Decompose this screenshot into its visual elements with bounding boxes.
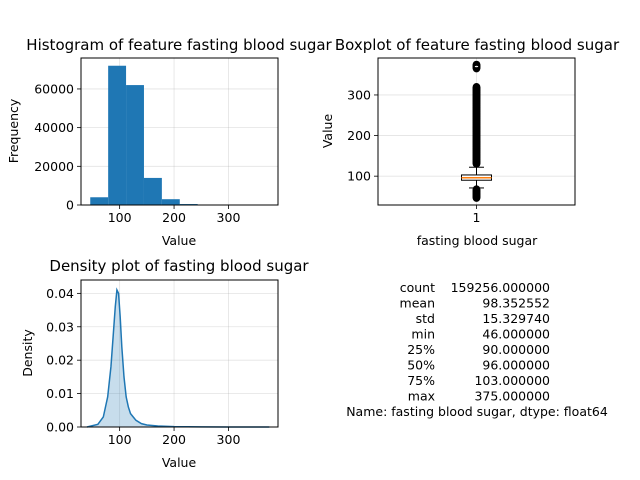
histogram-y-ticks: 0 20000 40000 60000 [34,81,81,213]
stats-row-key: mean [400,296,435,311]
histogram-x-tick-label: 300 [217,210,241,225]
stats-row-value: 375.000000 [474,389,550,404]
histogram-bar [108,65,127,205]
stats-row-key: 50% [407,358,435,373]
boxplot-y-label: Value [320,114,335,149]
density-curve [86,287,270,428]
histogram-title: Histogram of feature fasting blood sugar [26,36,332,54]
histogram-bar [126,85,144,205]
histogram-bar [161,199,180,205]
histogram-x-label: Value [162,233,197,248]
stats-row-key: 75% [407,373,435,388]
density-frame [80,279,279,428]
stats-row-value: 98.352552 [482,296,550,311]
histogram-bar [90,197,109,205]
histogram-y-tick-label: 40000 [34,120,74,135]
boxplot-y-tick-label: 200 [347,128,371,143]
histogram-y-tick-label: 0 [66,198,74,213]
density-y-ticks: 0.00 0.01 0.02 0.03 0.04 [46,286,81,435]
density-x-tick-label: 200 [162,432,186,447]
density-x-tick-label: 300 [217,432,241,447]
density-area-fill [86,290,270,427]
stats-row-value: 96.000000 [482,358,550,373]
histogram-y-tick-label: 60000 [34,81,74,96]
histogram-bars [90,65,270,205]
density-panel: Density plot of fasting blood sugar 100 2… [20,257,309,470]
boxplot-outlier-high [472,60,481,69]
histogram-y-tick-label: 20000 [34,159,74,174]
stats-row-value: 159256.000000 [451,280,550,295]
boxplot-x-label: fasting blood sugar [417,233,538,248]
density-y-tick-label: 0.03 [46,319,74,334]
boxplot-x-tick-label: 1 [473,210,481,225]
stats-row-value: 103.000000 [474,373,550,388]
histogram-bar [143,177,162,205]
boxplot-panel: Boxplot of feature fasting blood sugar 1… [320,36,620,248]
density-y-label: Density [20,329,35,377]
stats-row-value: 90.000000 [482,342,550,357]
histogram-x-tick-label: 100 [108,210,132,225]
histogram-x-tick-label: 200 [162,210,186,225]
boxplot-y-tick-label: 300 [347,87,371,102]
density-y-tick-label: 0.00 [46,420,74,435]
boxplot-y-ticks: 100 200 300 [347,87,378,184]
boxplot-x-ticks: 1 [473,205,481,225]
boxplot-box [461,60,492,202]
boxplot-y-tick-label: 100 [347,169,371,184]
density-y-tick-label: 0.01 [46,386,74,401]
density-title: Density plot of fasting blood sugar [49,257,309,275]
density-x-ticks: 100 200 300 [108,427,241,447]
stats-row-key: max [408,389,435,404]
density-line [86,287,270,428]
boxplot-outlier-low [472,185,481,193]
histogram-x-ticks: 100 200 300 [108,205,241,225]
histogram-y-label: Frequency [6,98,21,163]
stats-summary: count 159256.000000 mean 98.352552 std 15.329… [346,280,608,419]
boxplot-title: Boxplot of feature fasting blood sugar [335,36,620,54]
density-x-tick-label: 100 [108,432,132,447]
stats-row-key: 25% [407,342,435,357]
density-x-label: Value [162,455,197,470]
stats-row-key: std [416,311,435,326]
boxplot-outlier-high [472,83,481,91]
stats-row-key: count [400,280,435,295]
density-y-tick-label: 0.02 [46,353,74,368]
stats-row-value: 46.000000 [482,327,550,342]
stats-footer: Name: fasting blood sugar, dtype: float6… [346,404,608,419]
stats-row-key: min [411,327,435,342]
density-y-tick-label: 0.04 [46,286,74,301]
histogram-frame [80,57,279,206]
stats-row-value: 15.329740 [482,311,550,326]
histogram-panel: Histogram of feature fasting blood sugar… [6,36,333,248]
